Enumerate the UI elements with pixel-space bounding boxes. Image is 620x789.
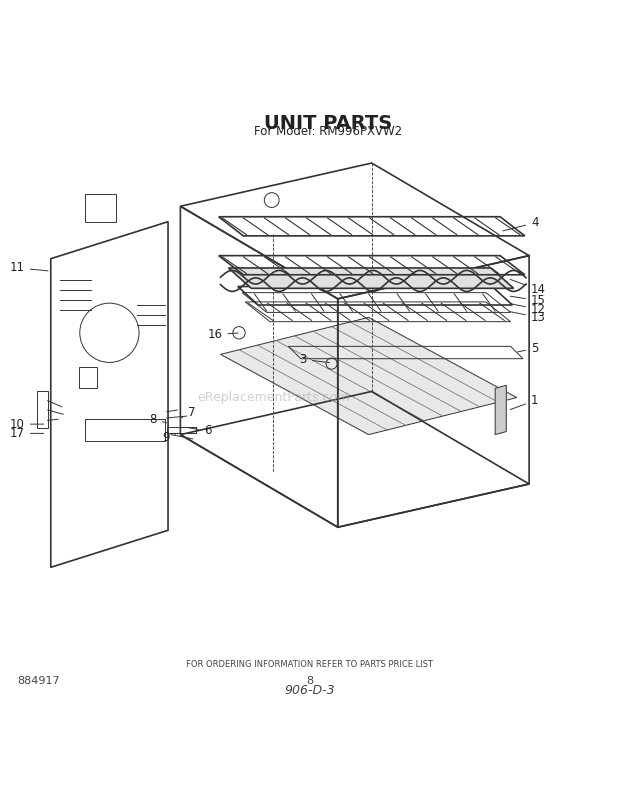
Text: eReplacementParts.com: eReplacementParts.com: [197, 391, 349, 404]
Text: 14: 14: [510, 279, 546, 296]
Text: FOR ORDERING INFORMATION REFER TO PARTS PRICE LIST: FOR ORDERING INFORMATION REFER TO PARTS …: [187, 660, 433, 669]
Text: 15: 15: [510, 294, 546, 307]
Text: 16: 16: [207, 328, 238, 341]
Text: 3: 3: [299, 353, 329, 366]
Text: 13: 13: [510, 311, 546, 323]
Text: 4: 4: [503, 216, 538, 231]
Text: 5: 5: [518, 342, 538, 355]
Text: 8: 8: [149, 413, 167, 426]
Polygon shape: [221, 317, 516, 435]
Text: 1: 1: [510, 394, 538, 409]
Text: 884917: 884917: [17, 676, 60, 686]
Polygon shape: [495, 385, 507, 435]
Text: 7: 7: [182, 406, 195, 419]
Text: For Model: RM996PXVW2: For Model: RM996PXVW2: [254, 125, 402, 138]
Text: 906-D-3: 906-D-3: [285, 684, 335, 697]
Text: 17: 17: [10, 427, 43, 440]
Text: 9: 9: [162, 432, 178, 444]
Text: UNIT PARTS: UNIT PARTS: [264, 114, 392, 133]
Polygon shape: [229, 268, 514, 288]
Text: 6: 6: [188, 424, 211, 437]
Text: 12: 12: [510, 303, 546, 316]
Text: 8: 8: [306, 676, 314, 686]
Text: 11: 11: [10, 261, 48, 275]
Text: 10: 10: [10, 417, 43, 431]
